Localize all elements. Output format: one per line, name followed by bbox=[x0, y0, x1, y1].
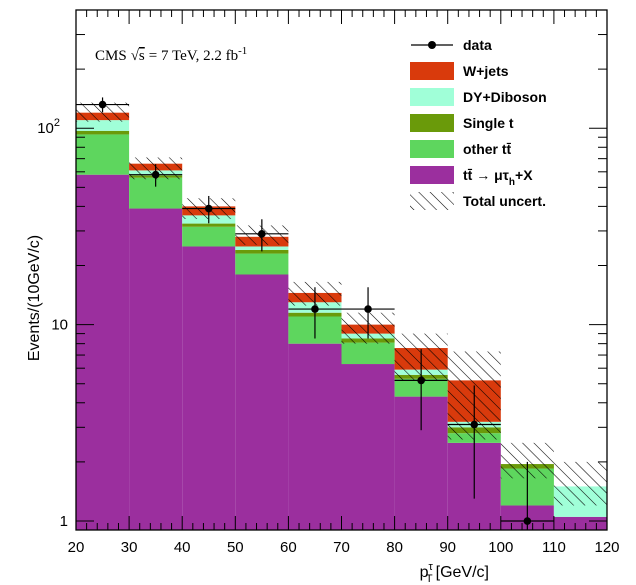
data-points-layer bbox=[76, 97, 554, 530]
bar-series0-bin1 bbox=[129, 208, 183, 530]
x-tick-label-8: 100 bbox=[488, 539, 513, 556]
data-point-6 bbox=[417, 376, 425, 385]
legend-single-t-label: Single t bbox=[463, 115, 514, 131]
bar-series0-bin4 bbox=[288, 343, 342, 530]
uncert-hatch-bin-9 bbox=[553, 461, 607, 506]
cms-annotation: CMS √s = 7 TeV, 2.2 fb-1 bbox=[95, 45, 247, 64]
x-tick-label-1: 30 bbox=[121, 539, 138, 556]
x-tick-label-10: 120 bbox=[594, 539, 619, 556]
legend: data W+jets DY+Diboson Single t other tt… bbox=[410, 37, 547, 210]
legend-single-t-swatch bbox=[410, 114, 454, 132]
x-tick-label-9: 110 bbox=[542, 539, 566, 556]
y-axis-label: Events/(10GeV/c) bbox=[26, 235, 43, 361]
legend-data-marker bbox=[428, 41, 436, 49]
legend-total-uncert-label: Total uncert. bbox=[463, 193, 546, 209]
data-point-1 bbox=[151, 170, 160, 179]
bar-series1-bin3 bbox=[235, 253, 289, 275]
x-tick-label-5: 70 bbox=[333, 539, 350, 556]
y-tick-label-2: 102 bbox=[37, 117, 60, 137]
bar-series0-bin0 bbox=[76, 174, 130, 530]
legend-other-tt-label: other tt̄ bbox=[463, 141, 512, 157]
bar-series1-bin5 bbox=[341, 342, 395, 365]
x-tick-label-4: 60 bbox=[280, 539, 297, 556]
legend-signal-label: tt̄ → μτh+X bbox=[463, 167, 533, 188]
legend-data-label: data bbox=[463, 37, 492, 53]
hatch-layer bbox=[76, 102, 607, 506]
bar-series0-bin5 bbox=[341, 364, 395, 530]
legend-wjets-swatch bbox=[410, 62, 454, 80]
bar-series1-bin0 bbox=[76, 134, 130, 175]
legend-other-tt-swatch bbox=[410, 140, 454, 158]
legend-single-t: Single t bbox=[410, 114, 514, 132]
data-point-0 bbox=[98, 100, 107, 109]
legend-signal-swatch bbox=[410, 166, 454, 184]
bar-series1-bin2 bbox=[182, 226, 236, 247]
x-tick-label-3: 50 bbox=[227, 539, 244, 556]
x-tick-label-6: 80 bbox=[386, 539, 403, 556]
data-point-4 bbox=[311, 305, 319, 313]
data-point-7 bbox=[470, 420, 479, 429]
bar-series0-bin3 bbox=[235, 274, 289, 530]
legend-wjets-label: W+jets bbox=[463, 63, 509, 79]
legend-dy-diboson: DY+Diboson bbox=[410, 88, 547, 106]
legend-data: data bbox=[411, 37, 492, 53]
data-point-2 bbox=[204, 204, 213, 213]
data-point-5 bbox=[364, 305, 372, 313]
bar-series2-bin3 bbox=[235, 249, 289, 254]
bar-series0-bin9 bbox=[553, 516, 607, 530]
x-tick-label-0: 20 bbox=[68, 539, 85, 556]
legend-dy-diboson-label: DY+Diboson bbox=[463, 89, 547, 105]
x-axis-label: pτ T [GeV/c] bbox=[420, 561, 489, 585]
legend-signal: tt̄ → μτh+X bbox=[410, 166, 533, 188]
bar-series2-bin0 bbox=[76, 130, 130, 135]
legend-wjets: W+jets bbox=[410, 62, 509, 80]
bar-series2-bin2 bbox=[182, 223, 236, 227]
y-tick-label-1: 10 bbox=[51, 317, 68, 334]
bar-series0-bin2 bbox=[182, 246, 236, 530]
x-tick-label-2: 40 bbox=[174, 539, 191, 556]
legend-dy-diboson-swatch bbox=[410, 88, 454, 106]
x-tick-label-7: 90 bbox=[439, 539, 456, 556]
data-point-3 bbox=[258, 230, 266, 238]
data-point-8 bbox=[523, 517, 532, 525]
legend-total-uncert: Total uncert. bbox=[410, 192, 546, 210]
bar-series3-bin0 bbox=[76, 120, 130, 131]
y-tick-label-0: 1 bbox=[60, 513, 68, 530]
legend-total-uncert-swatch bbox=[410, 192, 454, 210]
legend-other-tt: other tt̄ bbox=[410, 140, 512, 158]
